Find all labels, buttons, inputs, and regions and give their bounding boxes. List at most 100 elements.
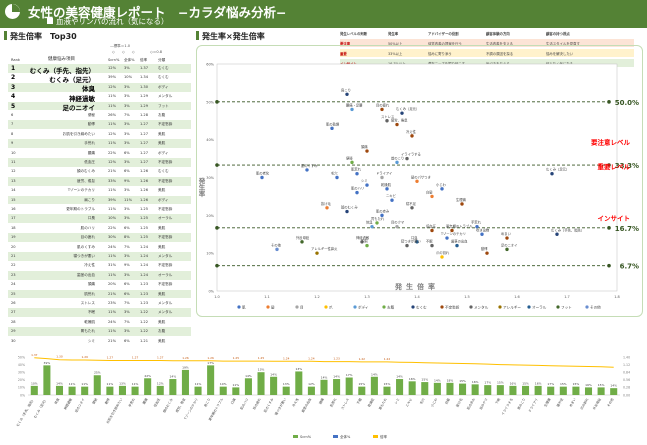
- y2-tick-label: 0.28: [623, 386, 630, 390]
- bar-value-label: 15%: [522, 381, 529, 385]
- point-label: Tゾーンのテカリ: [440, 231, 466, 236]
- scatter-point: [440, 255, 444, 259]
- ratio-value: 1.24: [140, 254, 149, 258]
- category-name: ボディ: [158, 84, 169, 89]
- scrn-rate: 10%: [108, 216, 116, 221]
- scatter-point: [400, 111, 404, 115]
- scatter-point: [395, 160, 399, 165]
- ratio-value: 1.26: [140, 188, 149, 193]
- item-name: むくみ（足元）: [49, 75, 95, 84]
- scatter-point: [275, 247, 279, 252]
- bar-value-label: 13%: [258, 368, 265, 372]
- ranking-row: 1 むくみ（手先、指先） 12% 3% 1.37 むくむ: [8, 64, 191, 75]
- point-label: 疲労、倦怠: [391, 118, 408, 123]
- point-label: 毛穴: [331, 171, 338, 176]
- rank-number: 10: [11, 150, 16, 155]
- scatter-point: [360, 240, 364, 244]
- item-name: 不眠: [87, 310, 95, 315]
- total-rate: 3%: [124, 207, 130, 211]
- legend-marker: [440, 305, 444, 309]
- category-label: 不眠: [356, 397, 363, 405]
- bar: [522, 385, 530, 395]
- col-header-total: 全体%: [124, 58, 135, 62]
- total-rate: 6%: [124, 282, 130, 287]
- ranking-legend-low: ◇＝0.8: [150, 50, 163, 54]
- scrn-rate: 12%: [108, 160, 116, 164]
- bar-value-label: 14%: [371, 372, 378, 376]
- bar: [559, 386, 567, 395]
- y-tick-label: 10%: [206, 252, 214, 256]
- ratio-value: 1.22: [140, 310, 149, 315]
- bar: [333, 379, 341, 395]
- ranking-section-title: 発生倍率 Top30: [4, 31, 77, 42]
- scrn-rate: 12%: [108, 66, 116, 70]
- bar: [169, 379, 177, 395]
- line-value-label: 1.25: [233, 356, 240, 360]
- category-label: 便秘: [91, 396, 99, 405]
- point-label: めまい: [501, 231, 512, 236]
- scatter-point: [300, 240, 304, 244]
- point-label: 首のこり: [391, 155, 404, 160]
- rank-number: 9: [11, 141, 14, 146]
- point-label: 体臭: [366, 220, 373, 225]
- category-label: 肩こり: [202, 397, 211, 408]
- item-name: むくみ（手先、指先）: [29, 66, 95, 75]
- bar: [496, 385, 504, 395]
- rank-number: 7: [11, 122, 14, 127]
- ratio-value: 1.34: [140, 75, 149, 80]
- legend-entry: 倍率: [380, 434, 388, 439]
- scatter-point: [350, 107, 354, 112]
- bar-value-label: 16%: [510, 381, 517, 385]
- bar-value-label: 14%: [333, 375, 340, 379]
- scatter-point: [385, 187, 389, 191]
- legend-table-header: 発生率: [388, 32, 399, 36]
- scatter-point: [380, 213, 384, 218]
- ratio-value: 1.21: [140, 338, 149, 343]
- x-tick-label: 1.5: [464, 295, 470, 299]
- legend-entry: むくむ: [416, 304, 427, 309]
- total-rate: 11%: [124, 197, 132, 202]
- scatter-point: [445, 236, 449, 240]
- bar: [244, 378, 252, 395]
- ranking-row: 14 Tゾーンのテカリ 11% 3% 1.26 美肌: [8, 186, 191, 195]
- legend-entry: 全体%: [340, 434, 351, 439]
- y-tick-label: 0%: [208, 290, 214, 294]
- y2-tick-label: 0.84: [623, 371, 630, 375]
- scrn-rate: 39%: [108, 197, 116, 202]
- level-name-label: インサイト: [598, 214, 631, 222]
- item-name: 肌荒れ: [84, 291, 95, 296]
- scatter-point: [410, 206, 414, 210]
- level-guide-end: [607, 263, 611, 268]
- legend-table-header: 顧客の持つ視点: [546, 32, 570, 36]
- category-name: 美肌: [158, 291, 166, 296]
- scrn-rate: 22%: [108, 150, 116, 155]
- scatter-point: [315, 251, 319, 255]
- legend-table-row: [340, 39, 634, 47]
- bar: [408, 381, 416, 395]
- bar-line-chart-panel: 0% 0.00 10% 0.28 20% 0.56 30% 0.84 40% 1.12 50% 1.4…: [8, 349, 638, 441]
- rank-number: 3: [11, 83, 16, 91]
- ranking-row: 28 乾燥肌 24% 7% 1.22 美肌: [8, 318, 191, 327]
- bar-value-label: 14%: [434, 378, 441, 382]
- scatter-point: [365, 183, 369, 187]
- ranking-row: 16 更年期のトラブル 11% 3% 1.25 不定愁訴: [8, 205, 191, 214]
- rank-number: 28: [11, 319, 16, 324]
- y-tick-label: 50%: [18, 355, 25, 359]
- point-label: 口臭: [411, 235, 418, 240]
- category-label: 腰痛: [141, 396, 149, 405]
- item-name: ストレス: [80, 301, 95, 305]
- ratio-value: 1.22: [140, 319, 149, 324]
- legend-marker: [333, 435, 338, 438]
- ratio-value: 1.23: [140, 301, 149, 305]
- ratio-value: 1.26: [140, 178, 149, 183]
- rank-number: 8: [11, 131, 14, 136]
- col-header-item: 健康悩み項目: [48, 57, 75, 62]
- bar: [572, 386, 580, 395]
- scrn-rate: 24%: [108, 244, 116, 249]
- y2-tick-label: 0.56: [623, 378, 630, 382]
- legend-table-header: アドバイザーの役割: [428, 32, 459, 36]
- point-label: 爪の割れ: [436, 250, 450, 255]
- total-rate: 6%: [124, 338, 130, 343]
- legend-entry: 爪: [329, 304, 333, 309]
- legend-table-cell: 体質改善の提案を行う: [428, 42, 462, 46]
